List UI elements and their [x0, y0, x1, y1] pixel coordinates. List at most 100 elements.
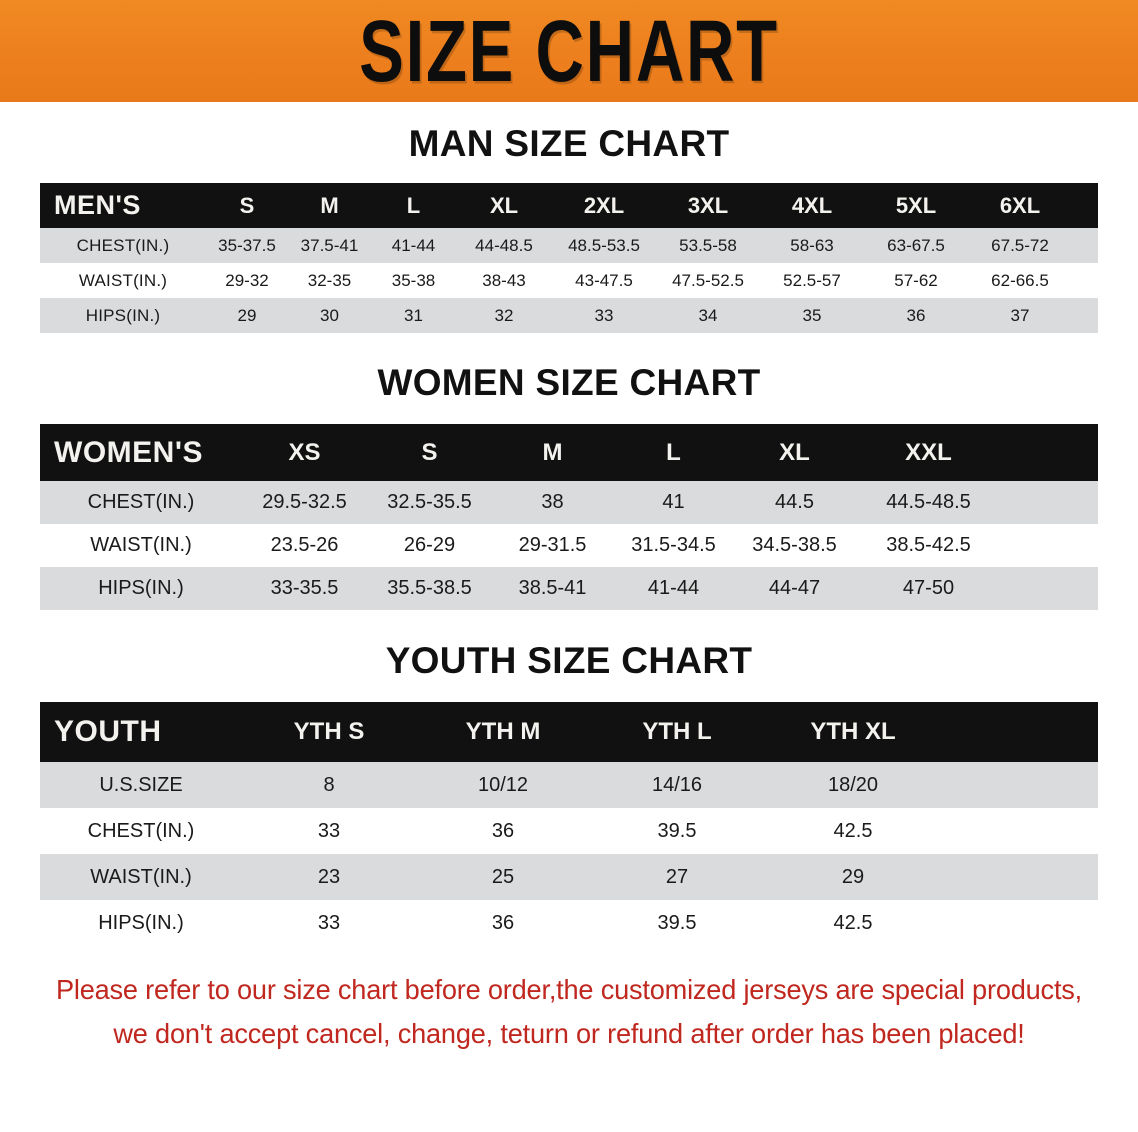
women-chest-l: 41 — [613, 481, 734, 524]
man-waist-m: 32-35 — [288, 263, 371, 298]
youth-chest-yth-l: 39.5 — [590, 808, 764, 854]
women-row-label-waist: WAIST(IN.) — [40, 524, 242, 567]
women-row-chest: CHEST(IN.) 29.5-32.5 32.5-35.5 38 41 44.… — [40, 481, 1098, 524]
man-row-chest: CHEST(IN.) 35-37.5 37.5-41 41-44 44-48.5… — [40, 228, 1098, 263]
youth-table-wrap: YOUTH YTH S YTH M YTH L YTH XL U.S.SIZE … — [0, 702, 1138, 946]
youth-row-us-size: U.S.SIZE 8 10/12 14/16 18/20 — [40, 762, 1098, 808]
women-hips-s: 35.5-38.5 — [367, 567, 492, 610]
man-col-header-4xl: 4XL — [760, 183, 864, 228]
youth-hips-yth-s: 33 — [242, 900, 416, 946]
women-header-trailing — [1002, 424, 1098, 481]
man-chest-6xl: 67.5-72 — [968, 228, 1072, 263]
youth-corner-label: YOUTH — [40, 702, 242, 762]
women-chest-m: 38 — [492, 481, 613, 524]
youth-header-trailing — [942, 702, 1098, 762]
women-hips-l: 41-44 — [613, 567, 734, 610]
women-col-header-xl: XL — [734, 424, 855, 481]
man-chest-l: 41-44 — [371, 228, 456, 263]
man-waist-3xl: 47.5-52.5 — [656, 263, 760, 298]
youth-row-chest: CHEST(IN.) 33 36 39.5 42.5 — [40, 808, 1098, 854]
man-col-header-3xl: 3XL — [656, 183, 760, 228]
women-waist-m: 29-31.5 — [492, 524, 613, 567]
youth-table-header-row: YOUTH YTH S YTH M YTH L YTH XL — [40, 702, 1098, 762]
man-col-header-2xl: 2XL — [552, 183, 656, 228]
youth-waist-yth-l: 27 — [590, 854, 764, 900]
youth-row-label-chest: CHEST(IN.) — [40, 808, 242, 854]
man-chest-s: 35-37.5 — [206, 228, 288, 263]
women-waist-l: 31.5-34.5 — [613, 524, 734, 567]
man-col-header-m: M — [288, 183, 371, 228]
man-col-header-l: L — [371, 183, 456, 228]
man-hips-s: 29 — [206, 298, 288, 333]
women-section-title: WOMEN SIZE CHART — [377, 362, 761, 403]
women-col-header-m: M — [492, 424, 613, 481]
youth-section-title: YOUTH SIZE CHART — [385, 640, 753, 681]
disclaimer-line-1: Please refer to our size chart before or… — [55, 974, 1083, 1005]
man-hips-4xl: 35 — [760, 298, 864, 333]
women-waist-xxl: 38.5-42.5 — [855, 524, 1002, 567]
youth-hips-yth-l: 39.5 — [590, 900, 764, 946]
disclaimer: Please refer to our size chart before or… — [17, 968, 1121, 1056]
women-row-label-chest: CHEST(IN.) — [40, 481, 242, 524]
women-col-header-l: L — [613, 424, 734, 481]
man-hips-xl: 32 — [456, 298, 552, 333]
women-waist-xl: 34.5-38.5 — [734, 524, 855, 567]
youth-row-waist: WAIST(IN.) 23 25 27 29 — [40, 854, 1098, 900]
youth-chest-yth-m: 36 — [416, 808, 590, 854]
women-col-header-xxl: XXL — [855, 424, 1002, 481]
man-chest-5xl: 63-67.5 — [864, 228, 968, 263]
youth-col-header-yth-xl: YTH XL — [764, 702, 942, 762]
women-col-header-xs: XS — [242, 424, 367, 481]
man-waist-l: 35-38 — [371, 263, 456, 298]
women-corner-label: WOMEN'S — [40, 424, 242, 481]
youth-us-size-yth-s: 8 — [242, 762, 416, 808]
man-chest-4xl: 58-63 — [760, 228, 864, 263]
man-waist-s: 29-32 — [206, 263, 288, 298]
women-waist-xs: 23.5-26 — [242, 524, 367, 567]
women-chest-xs: 29.5-32.5 — [242, 481, 367, 524]
women-hips-xs: 33-35.5 — [242, 567, 367, 610]
women-table-wrap: WOMEN'S XS S M L XL XXL CHEST(IN.) 29.5-… — [0, 424, 1138, 610]
man-chest-2xl: 48.5-53.5 — [552, 228, 656, 263]
man-hips-6xl: 37 — [968, 298, 1072, 333]
man-size-table: MEN'S S M L XL 2XL 3XL 4XL 5XL 6XL CHEST… — [40, 183, 1098, 333]
man-chest-trailing — [1072, 228, 1098, 263]
youth-chest-yth-s: 33 — [242, 808, 416, 854]
man-waist-xl: 38-43 — [456, 263, 552, 298]
youth-chest-trailing — [942, 808, 1098, 854]
youth-col-header-yth-l: YTH L — [590, 702, 764, 762]
women-row-hips: HIPS(IN.) 33-35.5 35.5-38.5 38.5-41 41-4… — [40, 567, 1098, 610]
man-col-header-xl: XL — [456, 183, 552, 228]
women-row-waist: WAIST(IN.) 23.5-26 26-29 29-31.5 31.5-34… — [40, 524, 1098, 567]
youth-col-header-yth-m: YTH M — [416, 702, 590, 762]
youth-us-size-yth-l: 14/16 — [590, 762, 764, 808]
women-hips-xxl: 47-50 — [855, 567, 1002, 610]
youth-row-label-hips: HIPS(IN.) — [40, 900, 242, 946]
women-chest-xxl: 44.5-48.5 — [855, 481, 1002, 524]
man-row-waist: WAIST(IN.) 29-32 32-35 35-38 38-43 43-47… — [40, 263, 1098, 298]
women-table-header-row: WOMEN'S XS S M L XL XXL — [40, 424, 1098, 481]
man-hips-trailing — [1072, 298, 1098, 333]
women-chest-s: 32.5-35.5 — [367, 481, 492, 524]
women-chest-trailing — [1002, 481, 1098, 524]
man-header-trailing — [1072, 183, 1098, 228]
man-row-hips: HIPS(IN.) 29 30 31 32 33 34 35 36 37 — [40, 298, 1098, 333]
youth-waist-yth-s: 23 — [242, 854, 416, 900]
man-hips-l: 31 — [371, 298, 456, 333]
youth-row-hips: HIPS(IN.) 33 36 39.5 42.5 — [40, 900, 1098, 946]
women-waist-trailing — [1002, 524, 1098, 567]
man-hips-m: 30 — [288, 298, 371, 333]
women-col-header-s: S — [367, 424, 492, 481]
women-row-label-hips: HIPS(IN.) — [40, 567, 242, 610]
man-hips-3xl: 34 — [656, 298, 760, 333]
youth-waist-yth-xl: 29 — [764, 854, 942, 900]
youth-us-size-yth-m: 10/12 — [416, 762, 590, 808]
man-chest-m: 37.5-41 — [288, 228, 371, 263]
youth-size-table: YOUTH YTH S YTH M YTH L YTH XL U.S.SIZE … — [40, 702, 1098, 946]
man-row-label-waist: WAIST(IN.) — [40, 263, 206, 298]
youth-hips-trailing — [942, 900, 1098, 946]
man-col-header-s: S — [206, 183, 288, 228]
youth-us-size-trailing — [942, 762, 1098, 808]
women-waist-s: 26-29 — [367, 524, 492, 567]
